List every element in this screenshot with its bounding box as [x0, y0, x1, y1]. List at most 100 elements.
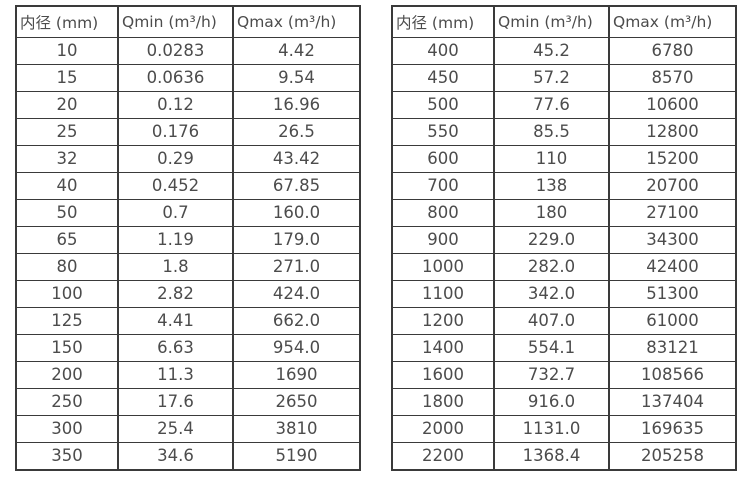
qmax-cell: 2650 — [232, 387, 361, 416]
diameter-cell: 450 — [391, 63, 495, 92]
qmin-cell: 0.7 — [117, 198, 234, 227]
qmax-cell: 205258 — [608, 441, 737, 471]
table-row: 50 0.7 160.0 — [15, 198, 361, 227]
table-row: 1800 916.0 137404 — [391, 387, 737, 416]
qmax-cell: 954.0 — [232, 333, 361, 362]
qmin-cell: 1368.4 — [493, 441, 610, 471]
qmax-cell: 5190 — [232, 441, 361, 471]
qmin-cell: 0.12 — [117, 90, 234, 119]
qmax-cell: 20700 — [608, 171, 737, 200]
qmin-cell: 1.8 — [117, 252, 234, 281]
qmin-cell: 1.19 — [117, 225, 234, 254]
qmin-cell: 6.63 — [117, 333, 234, 362]
table-row: 200 11.3 1690 — [15, 360, 361, 389]
diameter-cell: 700 — [391, 171, 495, 200]
table-row: 100 2.82 424.0 — [15, 279, 361, 308]
diameter-cell: 550 — [391, 117, 495, 146]
qmin-cell: 110 — [493, 144, 610, 173]
table-row: 1200 407.0 61000 — [391, 306, 737, 335]
diameter-cell: 32 — [15, 144, 119, 173]
diameter-cell: 100 — [15, 279, 119, 308]
qmin-cell: 282.0 — [493, 252, 610, 281]
qmin-cell: 45.2 — [493, 37, 610, 65]
diameter-cell: 350 — [15, 441, 119, 471]
qmin-cell: 85.5 — [493, 117, 610, 146]
diameter-cell: 400 — [391, 37, 495, 65]
header-row: 内径 (mm) Qmin (m³/h) Qmax (m³/h) — [15, 5, 361, 38]
qmin-cell: 180 — [493, 198, 610, 227]
qmax-cell: 4.42 — [232, 37, 361, 65]
qmin-cell: 0.29 — [117, 144, 234, 173]
diameter-cell: 125 — [15, 306, 119, 335]
diameter-cell: 1000 — [391, 252, 495, 281]
qmax-cell: 6780 — [608, 37, 737, 65]
diameter-cell: 2200 — [391, 441, 495, 471]
table-row: 700 138 20700 — [391, 171, 737, 200]
qmax-cell: 42400 — [608, 252, 737, 281]
diameter-cell: 900 — [391, 225, 495, 254]
column-header-qmax: Qmax (m³/h) — [608, 5, 737, 38]
table-row: 15 0.0636 9.54 — [15, 63, 361, 92]
flow-spec-table-large-diameters: 内径 (mm) Qmin (m³/h) Qmax (m³/h) 400 45.2 6… — [391, 5, 737, 471]
table-row: 800 180 27100 — [391, 198, 737, 227]
diameter-cell: 10 — [15, 37, 119, 65]
table-row: 65 1.19 179.0 — [15, 225, 361, 254]
table-row: 10 0.0283 4.42 — [15, 37, 361, 65]
table-row: 25 0.176 26.5 — [15, 117, 361, 146]
qmax-cell: 16.96 — [232, 90, 361, 119]
qmax-cell: 169635 — [608, 414, 737, 443]
qmin-cell: 916.0 — [493, 387, 610, 416]
qmax-cell: 34300 — [608, 225, 737, 254]
diameter-cell: 150 — [15, 333, 119, 362]
table-row: 2000 1131.0 169635 — [391, 414, 737, 443]
column-header-diameter: 内径 (mm) — [391, 5, 495, 38]
qmax-cell: 10600 — [608, 90, 737, 119]
table-row: 80 1.8 271.0 — [15, 252, 361, 281]
diameter-cell: 1200 — [391, 306, 495, 335]
qmin-cell: 0.176 — [117, 117, 234, 146]
qmin-cell: 342.0 — [493, 279, 610, 308]
diameter-cell: 1100 — [391, 279, 495, 308]
qmax-cell: 179.0 — [232, 225, 361, 254]
qmax-cell: 137404 — [608, 387, 737, 416]
qmax-cell: 15200 — [608, 144, 737, 173]
table-row: 150 6.63 954.0 — [15, 333, 361, 362]
qmin-cell: 11.3 — [117, 360, 234, 389]
qmax-cell: 424.0 — [232, 279, 361, 308]
qmax-cell: 662.0 — [232, 306, 361, 335]
column-header-diameter: 内径 (mm) — [15, 5, 119, 38]
table-row: 32 0.29 43.42 — [15, 144, 361, 173]
qmax-cell: 27100 — [608, 198, 737, 227]
qmax-cell: 51300 — [608, 279, 737, 308]
qmin-cell: 25.4 — [117, 414, 234, 443]
qmin-cell: 732.7 — [493, 360, 610, 389]
qmin-cell: 229.0 — [493, 225, 610, 254]
diameter-cell: 200 — [15, 360, 119, 389]
qmin-cell: 1131.0 — [493, 414, 610, 443]
table-row: 450 57.2 8570 — [391, 63, 737, 92]
qmin-cell: 138 — [493, 171, 610, 200]
qmin-cell: 57.2 — [493, 63, 610, 92]
qmax-cell: 67.85 — [232, 171, 361, 200]
qmin-cell: 77.6 — [493, 90, 610, 119]
qmin-cell: 2.82 — [117, 279, 234, 308]
column-header-qmin: Qmin (m³/h) — [493, 5, 610, 38]
table-row: 2200 1368.4 205258 — [391, 441, 737, 471]
diameter-cell: 500 — [391, 90, 495, 119]
table-row: 600 110 15200 — [391, 144, 737, 173]
qmax-cell: 108566 — [608, 360, 737, 389]
diameter-cell: 40 — [15, 171, 119, 200]
qmax-cell: 43.42 — [232, 144, 361, 173]
table-row: 550 85.5 12800 — [391, 117, 737, 146]
qmax-cell: 8570 — [608, 63, 737, 92]
table-row: 350 34.6 5190 — [15, 441, 361, 471]
diameter-cell: 1800 — [391, 387, 495, 416]
qmax-cell: 271.0 — [232, 252, 361, 281]
qmin-cell: 0.0283 — [117, 37, 234, 65]
diameter-cell: 800 — [391, 198, 495, 227]
diameter-cell: 15 — [15, 63, 119, 92]
diameter-cell: 1400 — [391, 333, 495, 362]
diameter-cell: 300 — [15, 414, 119, 443]
table-row: 400 45.2 6780 — [391, 37, 737, 65]
